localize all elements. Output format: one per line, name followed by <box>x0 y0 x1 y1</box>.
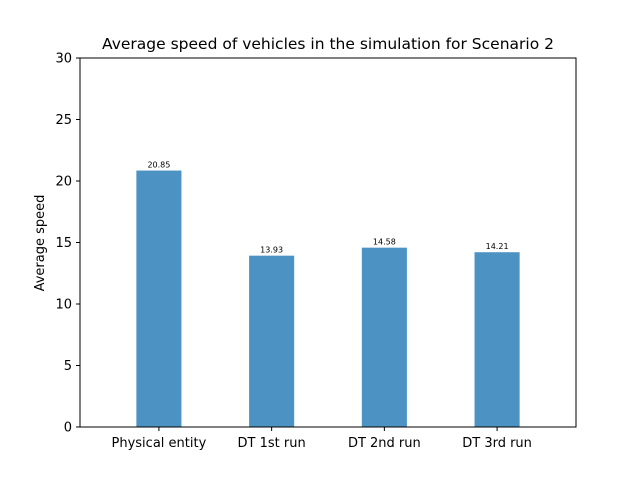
data-label-1: 13.93 <box>260 246 283 255</box>
bar-1 <box>249 255 295 427</box>
y-tick-label-6: 30 <box>55 52 72 67</box>
data-label-3: 14.21 <box>486 242 509 251</box>
data-labels-group: 20.85 13.93 14.58 14.21 <box>147 161 508 255</box>
data-label-0: 20.85 <box>147 161 170 170</box>
chart-title: Average speed of vehicles in the simulat… <box>102 35 554 53</box>
y-tick-label-2: 10 <box>55 298 72 313</box>
y-tick-label-5: 25 <box>55 113 72 128</box>
y-axis-label: Average speed <box>33 195 48 292</box>
x-tick-label-1: DT 1st run <box>238 436 306 451</box>
bar-0 <box>136 170 182 428</box>
x-tick-label-3: DT 3rd run <box>462 436 532 451</box>
x-tick-label-0: Physical entity <box>112 436 207 451</box>
y-tick-label-1: 5 <box>64 359 72 374</box>
y-tick-label-4: 20 <box>55 175 72 190</box>
x-tick-label-2: DT 2nd run <box>348 436 421 451</box>
plot-frame <box>79 57 577 428</box>
y-axis: 0 5 10 15 20 25 30 <box>55 52 80 436</box>
data-label-2: 14.58 <box>373 238 396 247</box>
y-tick-label-0: 0 <box>64 421 72 436</box>
y-tick-label-3: 15 <box>55 236 72 251</box>
bar-2 <box>361 247 407 427</box>
bars-group <box>136 170 520 428</box>
bar-3 <box>474 252 520 427</box>
x-axis: Physical entity DT 1st run DT 2nd run DT 3r… <box>112 427 532 451</box>
